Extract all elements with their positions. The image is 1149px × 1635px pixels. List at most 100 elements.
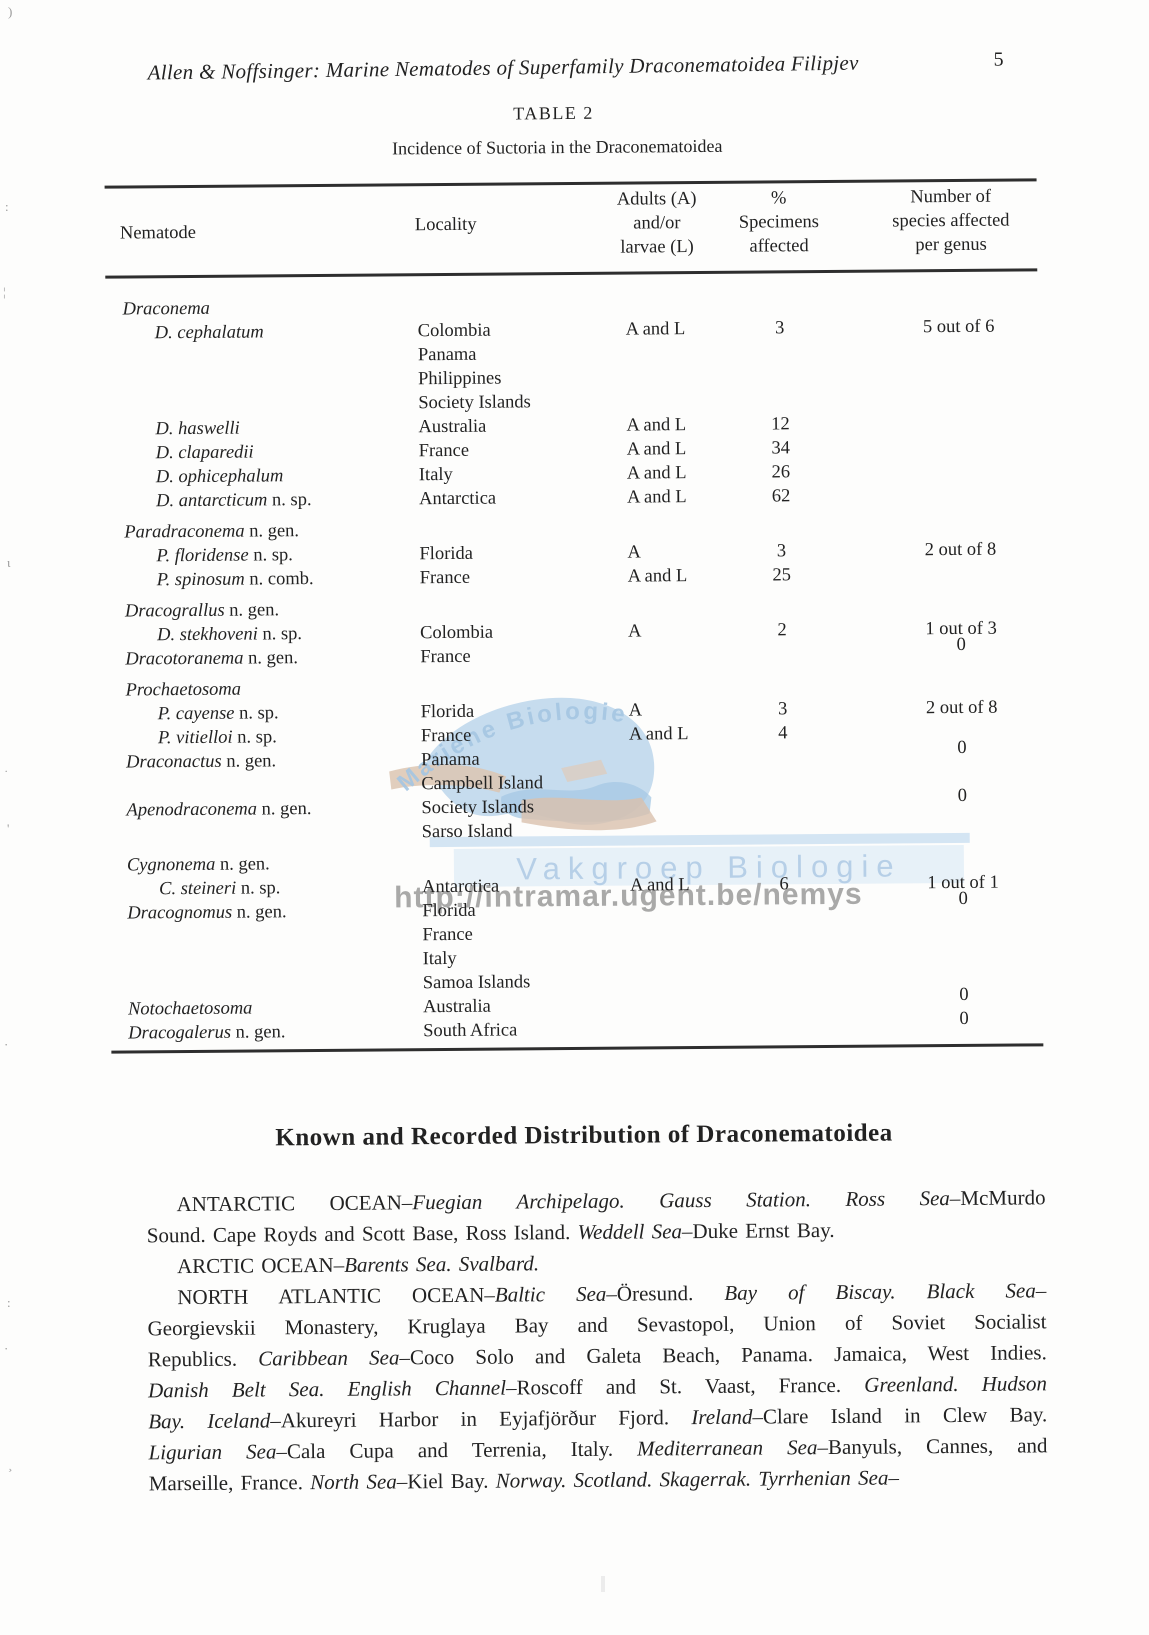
percent-cell: 2 xyxy=(777,620,787,641)
locality-cell: South Africa xyxy=(423,1020,518,1042)
species-count-cell xyxy=(825,482,1039,508)
adults-larvae-cell xyxy=(631,993,741,1018)
adults-larvae-cell: A and L xyxy=(626,487,687,508)
percent-cell: 25 xyxy=(772,565,791,586)
nematode-name-cell xyxy=(106,343,418,369)
locality-cell: Society Islands xyxy=(421,797,535,819)
nematode-name-cell: C. steineri n. sp. xyxy=(159,878,281,900)
adults-larvae-cell xyxy=(630,818,740,843)
nematode-name-cell: P. spinosum n. comb. xyxy=(156,569,314,591)
species-count-cell xyxy=(828,846,1042,872)
locality-cell xyxy=(420,596,628,622)
table-caption: Incidence of Suctoria in the Draconemato… xyxy=(392,135,723,159)
percent-cell xyxy=(740,848,828,873)
locality-cell: France xyxy=(420,725,472,747)
locality-cell: Colombia xyxy=(417,320,491,342)
adults-larvae-cell xyxy=(629,794,739,819)
adults-larvae-cell xyxy=(628,595,738,620)
species-count-cell: 0 xyxy=(959,984,969,1005)
percent-cell xyxy=(738,642,826,667)
locality-cell: Antarctica xyxy=(422,876,500,898)
species-count-cell xyxy=(828,815,1042,841)
paragraph-line: Marseille, France. North Sea–Kiel Bay. N… xyxy=(148,1465,900,1496)
adults-larvae-cell xyxy=(627,516,737,541)
species-count-cell: 2 out of 8 xyxy=(924,539,997,561)
locality-cell: Colombia xyxy=(420,622,494,644)
column-header-percent-specimens: % Specimens affected xyxy=(738,188,820,257)
table-rule-header xyxy=(105,268,1038,279)
species-count-cell: 5 out of 6 xyxy=(922,316,995,338)
percent-cell xyxy=(741,1016,829,1041)
species-count-cell: 0 xyxy=(957,737,967,758)
nematode-name-cell xyxy=(110,923,422,949)
locality-cell: Italy xyxy=(418,464,453,486)
scan-speck: : xyxy=(7,1295,11,1310)
scan-speck: · xyxy=(4,1037,9,1052)
percent-cell: 12 xyxy=(771,414,790,435)
species-count-cell xyxy=(829,942,1043,968)
adults-larvae-cell: A xyxy=(628,700,643,721)
percent-cell: 4 xyxy=(778,723,788,744)
table-body: Draconema D. cephalatum Colombia A and L 3 5 … xyxy=(105,290,1043,1045)
locality-cell: Florida xyxy=(419,543,474,565)
nematode-name-cell xyxy=(109,772,421,798)
adults-larvae-cell xyxy=(629,746,739,771)
adults-larvae-cell: A and L xyxy=(626,439,687,460)
percent-cell: 3 xyxy=(776,541,787,562)
adults-larvae-cell xyxy=(631,969,741,994)
nematode-name-cell: P. cayense n. sp. xyxy=(157,703,279,725)
adults-larvae-cell xyxy=(631,945,741,970)
percent-cell xyxy=(740,920,828,945)
percent-cell xyxy=(738,594,826,619)
locality-cell: Philippines xyxy=(418,368,502,390)
locality-cell: Australia xyxy=(418,416,487,438)
nematode-name-cell: Dracograllus n. gen. xyxy=(124,600,280,622)
locality-cell xyxy=(420,675,628,701)
species-count-cell: 0 xyxy=(957,785,968,806)
species-count-cell xyxy=(826,592,1040,618)
percent-cell xyxy=(741,968,829,993)
species-count-cell: 0 xyxy=(956,634,966,655)
percent-cell xyxy=(739,769,827,794)
species-count-cell xyxy=(824,386,1038,412)
scan-speck: ¦ xyxy=(3,284,6,299)
species-count-cell: 0 xyxy=(959,1008,969,1029)
adults-larvae-cell: A and L xyxy=(626,463,687,484)
locality-cell: France xyxy=(418,440,470,462)
adults-larvae-cell xyxy=(628,674,738,699)
nematode-name-cell: Draconactus n. gen. xyxy=(126,751,277,773)
scan-speck: ˙ xyxy=(4,767,9,782)
locality-cell: Florida xyxy=(422,900,476,922)
scan-speck: ¸ xyxy=(8,1457,13,1472)
species-count-cell xyxy=(826,671,1040,697)
percent-cell xyxy=(736,388,824,413)
adults-larvae-cell xyxy=(630,921,740,946)
nematode-name-cell xyxy=(106,391,418,417)
percent-cell xyxy=(739,745,827,770)
nematode-name-cell: Dracotoranema n. gen. xyxy=(125,648,299,670)
species-count-cell xyxy=(826,561,1040,587)
percent-cell xyxy=(741,944,829,969)
scan-speck: ) xyxy=(8,4,13,19)
scan-artifact-tick xyxy=(601,1576,605,1592)
locality-cell xyxy=(419,517,627,543)
locality-cell: France xyxy=(420,646,471,668)
nematode-name-cell: D. stekhoveni n. sp. xyxy=(157,624,303,646)
percent-cell: 3 xyxy=(778,699,788,720)
locality-cell: Sarso Island xyxy=(421,821,513,843)
nematode-name-cell: D. haswelli xyxy=(155,418,240,440)
nematode-name-cell: D. ophicephalum xyxy=(155,466,284,488)
adults-larvae-cell xyxy=(628,643,738,668)
running-head: Allen & Noffsinger: Marine Nematodes of … xyxy=(147,50,859,85)
locality-cell: France xyxy=(422,924,473,946)
table-rule-bottom xyxy=(111,1043,1044,1054)
column-header-species-per-genus: Number of species affected per genus xyxy=(892,186,1010,256)
locality-cell: Samoa Islands xyxy=(422,972,531,994)
percent-cell xyxy=(736,364,824,389)
nematode-name-cell: Prochaetosoma xyxy=(125,679,242,701)
column-header-locality: Locality xyxy=(414,214,477,236)
species-count-cell xyxy=(825,513,1039,539)
percent-cell xyxy=(740,817,828,842)
species-count-cell xyxy=(828,918,1042,944)
